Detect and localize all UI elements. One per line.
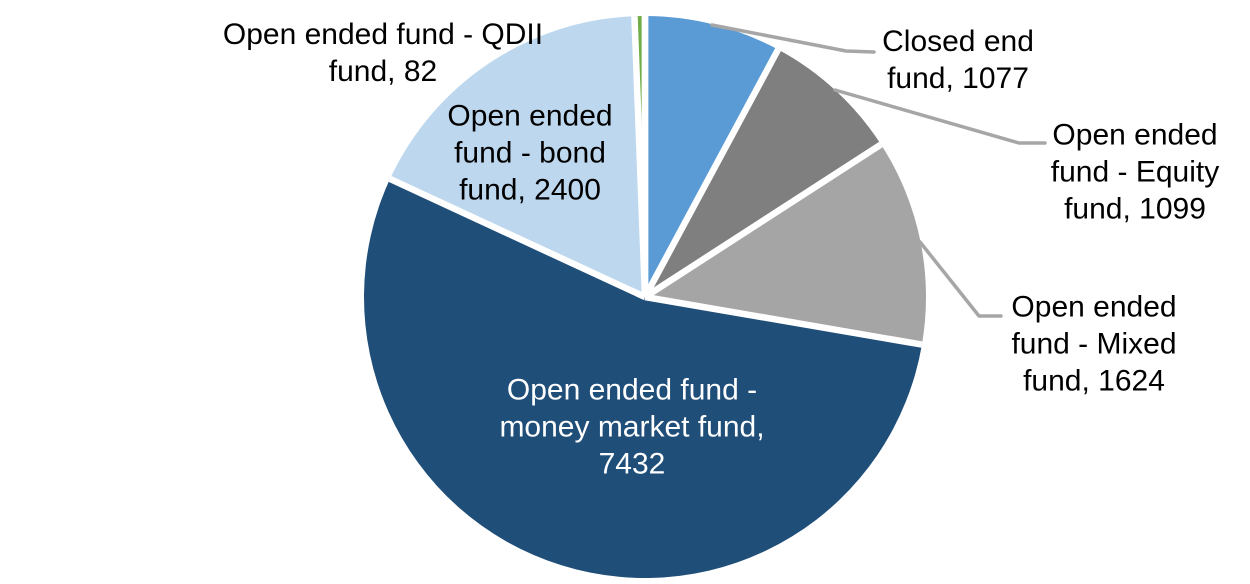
data-label-line: fund - bond [454,136,606,170]
data-label-line: fund, 1099 [1064,192,1206,226]
data-label-line: fund, 82 [328,55,438,88]
pie-slice-money-market-fund [364,178,922,579]
leader-line-equity-fund [833,88,1047,145]
pie-slices [364,16,927,579]
leader-line-closed-end-fund [710,23,876,54]
pie-slice-closed-end-fund [645,16,779,297]
pie-slice-bond-fund [390,16,645,297]
leader-lines [710,23,1047,318]
data-label-line: Open ended [1011,290,1177,324]
data-label-line: fund, 1624 [1023,364,1165,398]
data-label-bond-fund: Open ended fund - bond fund, 2400 [447,98,612,209]
data-label-line: fund - Equity [1050,155,1220,189]
data-label-line: fund, 2400 [459,173,601,207]
data-label-mixed-fund: Open ended fund - Mixed fund, 1624 [1011,289,1176,400]
slice-separator [644,293,923,348]
data-label-line: Open ended [1052,118,1218,152]
leader-line-mixed-fund [918,240,1003,318]
data-label-line: Open ended [447,99,613,133]
slice-separator [642,47,781,299]
data-label-closed-end-fund: Closed end fund, 1077 [882,23,1034,97]
pie-separators [388,16,923,348]
slice-separator [388,175,647,300]
data-label-line: Open ended fund - [506,373,758,407]
data-label-line: fund - Mixed [1011,327,1177,361]
data-label-equity-fund: Open ended fund - Equity fund, 1099 [1051,117,1219,228]
pie-slice-equity-fund [645,49,881,297]
data-label-line: Open ended fund - QDII [222,18,544,51]
data-label-line: Closed end [882,25,1034,58]
data-label-money-market-fund: Open ended fund - money market fund, 743… [499,372,764,483]
data-label-line: 7432 [598,447,666,481]
data-label-line: fund, 1077 [887,62,1029,95]
data-label-qdii-fund: Open ended fund - QDII fund, 82 [223,16,543,90]
data-label-line: money market fund, [499,410,765,444]
slice-separator [643,141,883,300]
pie-slice-mixed-fund [645,144,927,345]
